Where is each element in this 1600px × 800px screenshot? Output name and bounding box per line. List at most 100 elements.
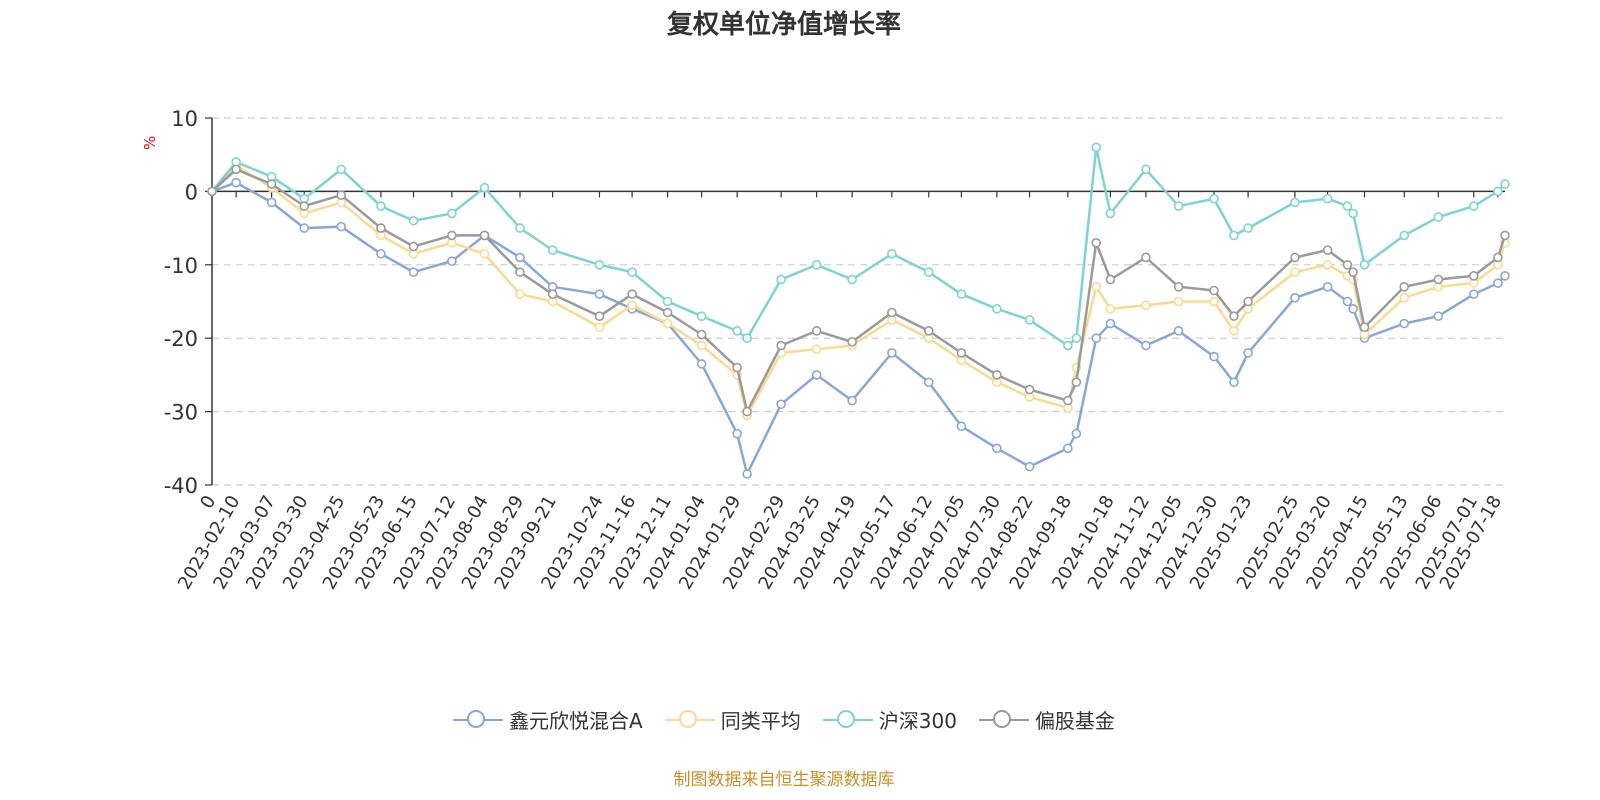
data-point-series-3 [231, 164, 241, 175]
legend-marker-icon [453, 708, 504, 732]
data-point-series-0 [811, 370, 822, 380]
data-point-series-1 [662, 318, 673, 329]
data-point-series-0 [594, 289, 605, 299]
data-point-series-1 [1141, 300, 1151, 310]
data-point-series-0 [1209, 351, 1219, 362]
data-point-series-2 [923, 267, 934, 277]
data-point-series-1 [1229, 326, 1239, 336]
series-line-2 [211, 146, 1506, 347]
y-tick-label: -20 [164, 327, 198, 351]
data-point-series-3 [594, 311, 605, 321]
data-point-series-3 [479, 230, 490, 241]
data-point-series-0 [1433, 311, 1444, 321]
data-point-series-1 [594, 322, 605, 332]
data-point-series-2 [408, 215, 419, 226]
data-point-series-2 [1091, 142, 1102, 153]
data-point-series-2 [1342, 201, 1353, 211]
data-point-series-3 [811, 326, 822, 336]
data-point-series-0 [887, 348, 897, 358]
data-point-series-0 [1071, 428, 1082, 439]
data-point-series-2 [1105, 208, 1116, 219]
data-point-series-0 [1141, 340, 1151, 351]
data-point-series-3 [447, 230, 457, 241]
data-point-series-3 [1063, 395, 1073, 406]
legend-marker-icon [978, 708, 1029, 732]
data-point-series-0 [847, 395, 857, 406]
data-point-series-3 [336, 190, 346, 200]
y-tick-label: -30 [164, 401, 198, 425]
data-point-series-1 [627, 300, 637, 310]
data-point-series-3 [696, 329, 707, 340]
data-point-series-1 [1399, 293, 1410, 303]
y-tick-label: 10 [171, 107, 198, 131]
data-point-series-3 [1359, 322, 1370, 332]
data-point-series-0 [1493, 278, 1503, 288]
data-point-series-3 [1348, 267, 1358, 277]
chart-legend: 鑫元欣悦混合A 同类平均 沪深300 偏股基金 [0, 705, 1568, 734]
data-point-series-0 [923, 377, 934, 388]
data-point-series-2 [1359, 259, 1370, 270]
data-point-series-0 [376, 248, 386, 259]
legend-item[interactable]: 沪深300 [822, 705, 957, 734]
y-tick-label: -10 [164, 254, 198, 278]
data-point-series-3 [1173, 282, 1184, 292]
data-point-series-0 [732, 428, 742, 439]
data-point-series-2 [662, 296, 673, 307]
data-point-series-3 [1433, 274, 1444, 285]
data-point-series-2 [1243, 223, 1253, 233]
data-point-series-2 [1024, 315, 1035, 325]
data-point-series-3 [299, 201, 310, 211]
data-point-series-2 [742, 333, 752, 344]
data-point-series-2 [1229, 230, 1239, 241]
data-point-series-0 [1173, 326, 1184, 336]
legend-item[interactable]: 偏股基金 [978, 705, 1115, 734]
data-point-series-3 [1229, 311, 1239, 321]
data-point-series-3 [266, 179, 277, 189]
data-point-series-3 [732, 362, 742, 373]
data-point-series-1 [1091, 282, 1102, 292]
data-point-series-0 [1399, 318, 1410, 329]
data-point-series-2 [956, 289, 967, 299]
data-point-series-0 [1290, 293, 1300, 303]
data-point-series-2 [732, 326, 742, 336]
data-point-series-2 [1173, 201, 1184, 211]
data-point-series-2 [1493, 186, 1503, 197]
legend-marker-icon [664, 708, 715, 732]
data-point-series-2 [515, 223, 525, 233]
data-point-series-2 [336, 164, 346, 175]
legend-marker-icon [822, 708, 873, 732]
legend-item[interactable]: 鑫元欣悦混合A [453, 705, 643, 734]
data-point-series-2 [887, 248, 897, 259]
data-point-series-3 [1493, 252, 1503, 263]
data-point-series-2 [1322, 193, 1333, 204]
data-point-series-0 [1322, 282, 1333, 292]
data-point-series-2 [547, 245, 558, 255]
data-point-series-0 [408, 267, 419, 277]
data-point-series-2 [847, 274, 857, 285]
data-point-series-3 [887, 307, 897, 318]
data-point-series-0 [1024, 461, 1035, 472]
data-point-series-2 [447, 208, 457, 219]
data-point-series-3 [627, 289, 637, 299]
data-point-series-0 [776, 399, 786, 410]
data-point-series-0 [299, 223, 310, 233]
data-point-series-3 [408, 241, 419, 252]
data-point-series-3 [992, 370, 1002, 380]
data-point-series-2 [1063, 340, 1073, 351]
legend-label: 偏股基金 [1034, 709, 1115, 733]
data-point-series-0 [266, 197, 277, 208]
data-point-series-2 [1209, 193, 1219, 204]
data-point-series-2 [1141, 164, 1151, 175]
data-point-series-1 [515, 289, 525, 299]
data-point-series-0 [447, 256, 457, 266]
data-point-series-2 [1500, 179, 1510, 189]
data-point-series-3 [547, 289, 558, 299]
data-point-series-2 [776, 274, 786, 285]
data-point-series-2 [696, 311, 707, 321]
y-tick-label: 0 [185, 180, 198, 204]
legend-item[interactable]: 同类平均 [664, 705, 801, 734]
data-point-series-3 [1500, 230, 1510, 241]
data-point-series-0 [992, 443, 1002, 454]
data-point-series-0 [1229, 377, 1239, 388]
data-point-series-0 [1468, 289, 1479, 299]
